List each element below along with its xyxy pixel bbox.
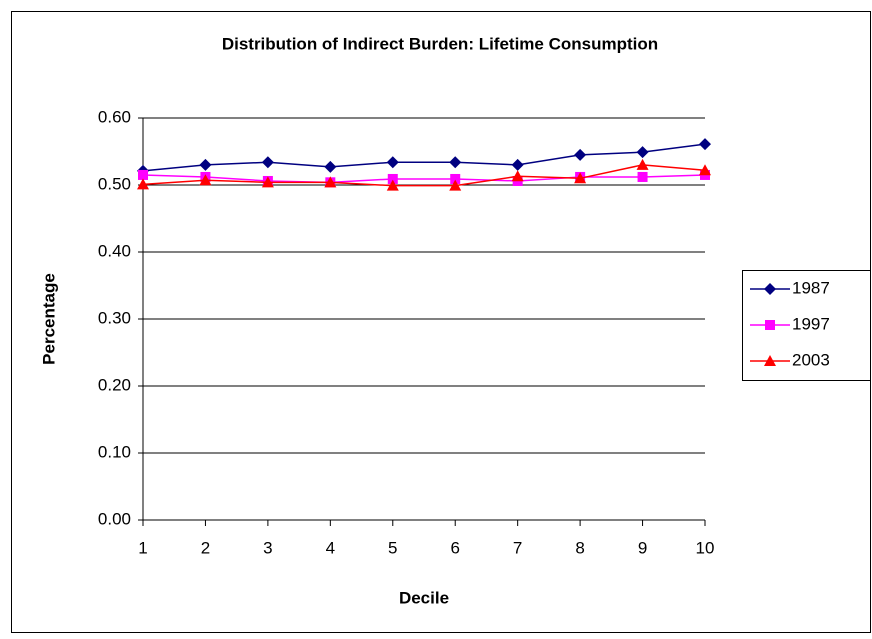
marker [261,156,274,169]
x-tick-label: 8 [575,538,584,557]
marker [699,164,711,176]
x-tick-label: 4 [326,538,335,557]
y-tick-label: 0.60 [98,107,131,126]
y-tick-label: 0.20 [98,375,131,394]
marker [199,158,212,171]
legend-marker [764,355,776,366]
chart-title: Distribution of Indirect Burden: Lifetim… [222,34,658,53]
legend-marker [764,283,776,295]
y-tick-label: 0.10 [98,442,131,461]
marker [449,179,462,191]
series-line [142,174,706,184]
legend-label: 1987 [792,278,830,297]
series-line [142,164,706,187]
x-tick-label: 7 [513,538,522,557]
marker [387,173,398,184]
marker [324,160,337,173]
marker [636,146,649,159]
marker [637,171,648,182]
marker [574,148,587,161]
marker [138,169,148,180]
x-tick-label: 9 [638,538,647,557]
legend-marker [765,320,775,330]
marker [386,179,399,191]
x-tick-label: 6 [450,538,459,557]
chart-border [11,11,871,633]
marker [386,156,399,169]
marker [261,176,274,188]
y-tick-label: 0.40 [98,241,131,260]
y-tick-label: 0.00 [98,509,131,528]
marker [574,172,587,184]
y-axis-label: Percentage [39,273,58,365]
legend-label: 1997 [792,314,830,333]
x-tick-label: 10 [696,538,715,557]
marker [324,176,337,188]
y-tick-label: 0.30 [98,308,131,327]
marker [699,138,711,151]
x-tick-label: 2 [201,538,210,557]
marker [137,178,149,190]
x-tick-label: 5 [388,538,397,557]
marker [511,170,524,182]
marker [511,158,524,171]
x-axis-label: Decile [399,588,449,607]
marker [636,158,649,170]
marker [450,173,461,184]
marker [449,156,462,169]
legend-label: 2003 [792,350,830,369]
series-line [142,143,706,172]
marker [199,174,212,186]
x-tick-label: 3 [263,538,272,557]
y-tick-label: 0.50 [98,174,131,193]
x-tick-label: 1 [138,538,147,557]
